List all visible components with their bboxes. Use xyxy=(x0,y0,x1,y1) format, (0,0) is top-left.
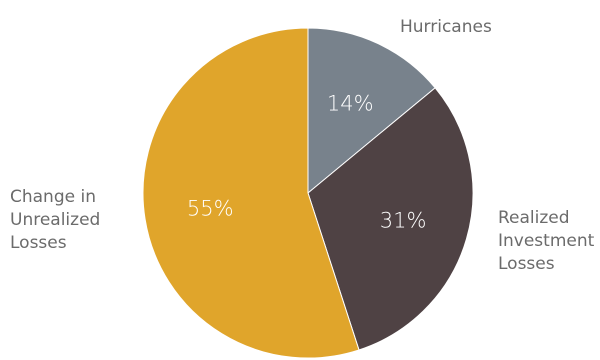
category-label-line: Hurricanes xyxy=(400,17,492,37)
category-label-line: Losses xyxy=(498,254,555,274)
pie-slice-hurricanes xyxy=(307,27,436,195)
slice-value-label: 14% xyxy=(327,91,374,115)
pie-slice-change-in-unrealized-losses xyxy=(142,27,360,359)
slice-value-label: 31% xyxy=(380,209,427,233)
category-label-hurricanes: Hurricanes xyxy=(400,16,492,39)
pie-slice-realized-investment-losses xyxy=(307,87,474,351)
category-label-line: Realized xyxy=(498,208,570,228)
category-label-line: Investment xyxy=(498,231,595,251)
category-label-line: Losses xyxy=(10,233,67,253)
category-label-change-in-unrealized-losses: Change in Unrealized Losses xyxy=(10,186,100,255)
slice-value-label: 55% xyxy=(187,197,234,221)
category-label-line: Change in xyxy=(10,187,96,207)
category-label-line: Unrealized xyxy=(10,210,101,230)
category-label-realized-investment-losses: Realized Investment Losses xyxy=(498,207,594,276)
